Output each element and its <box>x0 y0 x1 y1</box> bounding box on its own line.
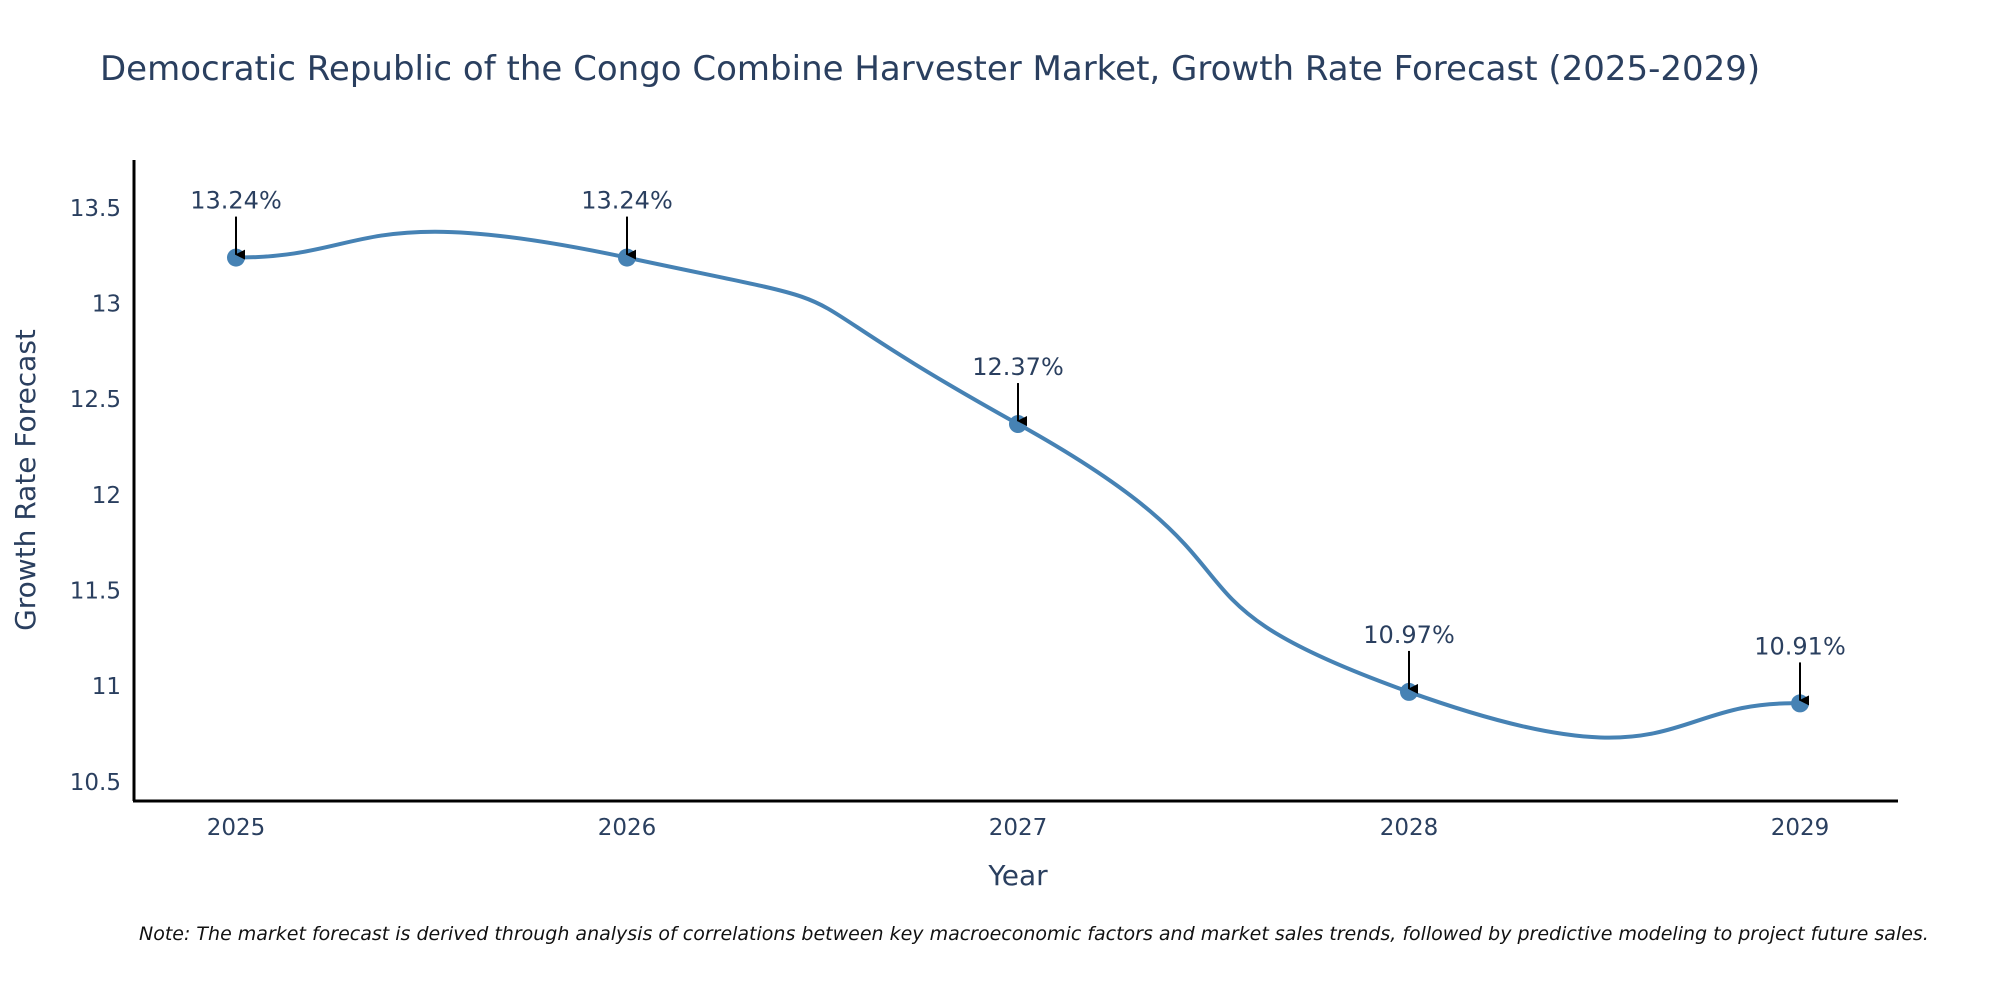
x-tick-label: 2025 <box>207 815 266 841</box>
x-axis-title: Year <box>987 859 1048 892</box>
x-tick-label: 2029 <box>1771 815 1830 841</box>
data-label: 13.24% <box>581 187 673 215</box>
x-tick-label: 2026 <box>598 815 657 841</box>
y-tick-label: 12.5 <box>70 387 121 413</box>
y-tick-label: 11 <box>92 674 121 700</box>
x-axis-ticks: 2025 2026 2027 2028 2029 <box>207 815 1830 841</box>
data-label: 12.37% <box>972 353 1064 381</box>
y-axis-title: Growth Rate Forecast <box>9 329 42 631</box>
footnote: Note: The market forecast is derived thr… <box>139 923 1929 945</box>
y-tick-label: 13 <box>92 292 121 318</box>
data-label: 13.24% <box>190 187 282 215</box>
y-axis-ticks: 10.5 11 11.5 12 12.5 13 13.5 <box>70 196 121 796</box>
data-label: 10.91% <box>1754 632 1846 660</box>
x-tick-label: 2028 <box>1380 815 1439 841</box>
y-tick-label: 12 <box>92 483 121 509</box>
series-line <box>234 229 1802 740</box>
y-tick-label: 11.5 <box>70 579 121 605</box>
data-label: 10.97% <box>1363 621 1455 649</box>
y-tick-label: 13.5 <box>70 196 121 222</box>
chart-title: Democratic Republic of the Congo Combine… <box>100 49 1760 89</box>
data-markers <box>227 248 1809 713</box>
x-tick-label: 2027 <box>989 815 1048 841</box>
y-tick-label: 10.5 <box>70 770 121 796</box>
data-annotations: 13.24% 13.24% 12.37% 10.97% 10.91% <box>190 187 1846 706</box>
